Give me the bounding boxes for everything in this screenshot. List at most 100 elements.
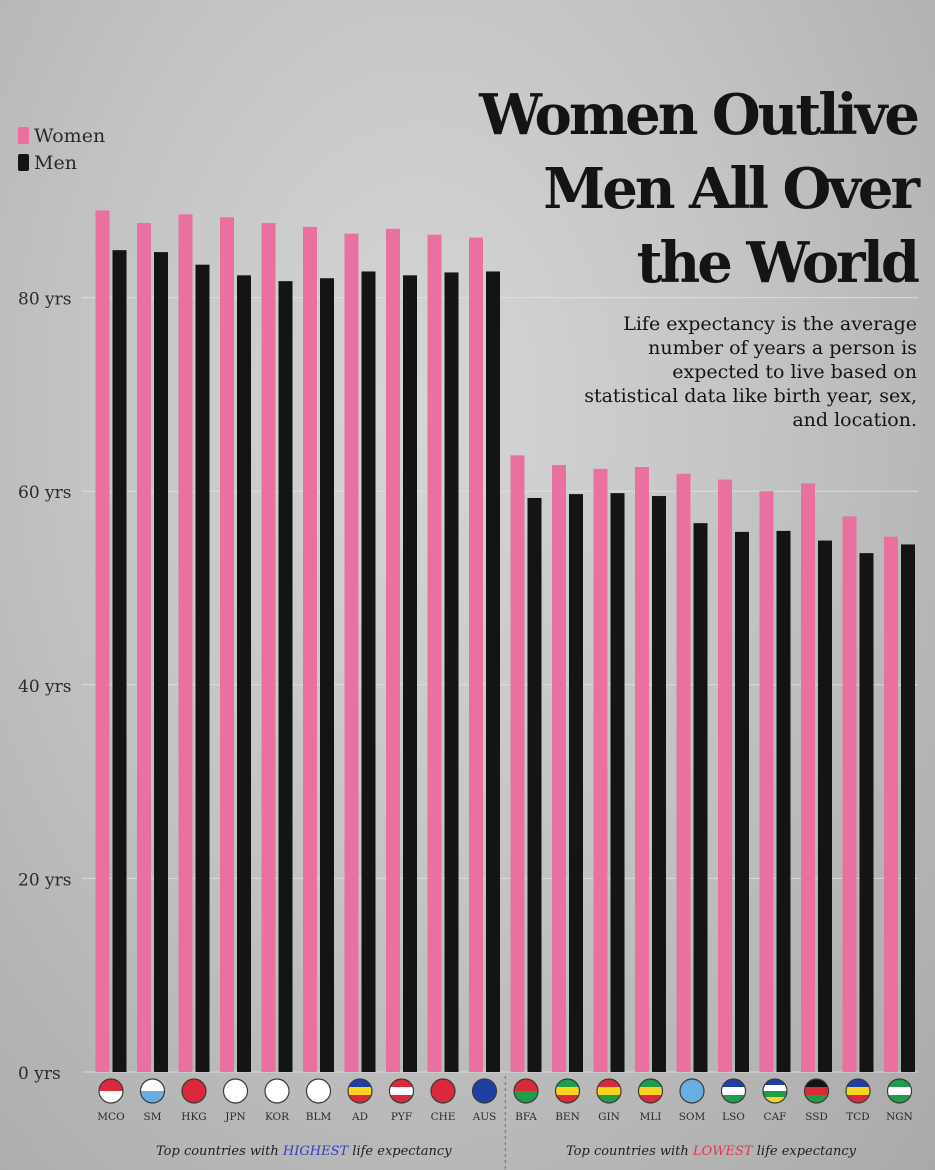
HKG-flag-icon — [181, 1078, 207, 1104]
x-tick-label: TCD — [846, 1111, 869, 1123]
CAF-flag-icon — [762, 1078, 788, 1104]
SM-flag-icon — [139, 1078, 166, 1104]
bar-women-kor — [261, 223, 276, 1073]
flag-stripe — [555, 1087, 580, 1096]
MCO-flag-icon — [98, 1078, 124, 1104]
bar-men-sm — [154, 252, 168, 1072]
bar-women-mco — [95, 210, 110, 1073]
flag-outline — [181, 1078, 207, 1104]
country-flags — [98, 1078, 913, 1104]
y-tick-label: 60 yrs — [18, 483, 72, 503]
bars — [95, 210, 915, 1073]
legend-swatch-women — [18, 127, 29, 144]
flag-stripe — [99, 1079, 123, 1092]
chart-description: Life expectancy is the average number of… — [584, 313, 917, 431]
flag-stripe — [389, 1095, 414, 1103]
x-tick-label: AD — [351, 1111, 368, 1123]
flag-stripe — [140, 1091, 165, 1103]
bar-men-kor — [278, 281, 293, 1072]
AD-flag-icon — [347, 1078, 373, 1104]
flag-stripe — [763, 1097, 787, 1103]
bar-women-ssd — [801, 483, 815, 1072]
BFA-flag-icon — [513, 1078, 539, 1104]
x-tick-label: MCO — [97, 1111, 125, 1123]
bar-women-ad — [344, 233, 359, 1072]
flag-stripe — [846, 1079, 870, 1088]
y-tick-label: 20 yrs — [18, 870, 72, 890]
legend-item-women: Women — [18, 122, 105, 149]
MLI-flag-icon — [637, 1078, 664, 1104]
PYF-flag-icon — [388, 1078, 415, 1104]
bar-women-hkg — [178, 214, 193, 1073]
flag-outline — [388, 1078, 415, 1104]
x-tick-label: GIN — [598, 1111, 620, 1123]
flag-stripe — [597, 1079, 621, 1088]
legend-label: Men — [34, 151, 77, 174]
flag-stripe — [846, 1095, 870, 1103]
x-tick-label: LSO — [722, 1111, 745, 1123]
chart-title: Women Outlive Men All Over the World — [447, 78, 920, 300]
bar-men-blm — [320, 278, 334, 1072]
x-tick-label: BLM — [306, 1111, 332, 1123]
x-tick-label: HKG — [181, 1111, 206, 1123]
bar-women-jpn — [220, 217, 234, 1073]
title-line: Men All Over — [543, 156, 920, 222]
flag-stripe — [389, 1079, 414, 1088]
group-label-highest: Top countries with HIGHEST life expectan… — [156, 1144, 452, 1159]
bar-women-blm — [303, 226, 317, 1072]
flag-outline — [264, 1078, 290, 1104]
bar-men-mli — [652, 496, 666, 1072]
bar-men-jpn — [237, 275, 251, 1072]
TCD-flag-icon — [845, 1078, 871, 1104]
AUS-flag-icon — [471, 1078, 498, 1104]
x-tick-label: SOM — [679, 1111, 706, 1123]
flag-stripe — [680, 1079, 704, 1103]
flag-stripe — [804, 1079, 829, 1088]
flag-stripe — [223, 1079, 248, 1103]
bar-men-ben — [569, 494, 583, 1072]
flag-outline — [430, 1078, 456, 1104]
title-line: Women Outlive — [479, 82, 920, 148]
flag-stripe — [431, 1079, 455, 1103]
x-axis-labels: MCO SM HKG JPN KOR BLM AD PYF CHE AUS BFA BEN GIN MLI… — [97, 1111, 913, 1123]
flag-stripe — [638, 1087, 663, 1096]
bar-men-pyf — [403, 275, 417, 1072]
bar-men-ad — [361, 271, 376, 1072]
bar-men-mco — [112, 250, 127, 1073]
flag-outline — [679, 1078, 705, 1104]
flag-stripe — [804, 1095, 829, 1103]
legend-swatch-men — [18, 154, 29, 171]
bar-men-ssd — [818, 540, 832, 1072]
group-label-text: Top countries with — [566, 1144, 693, 1159]
group-label-lowest: Top countries with LOWEST life expectanc… — [566, 1144, 856, 1159]
bar-men-hkg — [195, 264, 210, 1072]
flag-stripe — [99, 1091, 123, 1103]
bar-women-som — [676, 473, 691, 1072]
flag-stripe — [721, 1095, 746, 1103]
x-tick-label: SSD — [805, 1111, 828, 1123]
GIN-flag-icon — [596, 1078, 622, 1104]
bar-women-bfa — [510, 455, 525, 1072]
bar-women-che — [427, 234, 442, 1072]
LSO-flag-icon — [720, 1078, 747, 1104]
flag-stripe — [514, 1091, 538, 1103]
flag-stripe — [597, 1087, 621, 1096]
x-tick-label: SM — [144, 1111, 162, 1123]
BEN-flag-icon — [554, 1078, 581, 1104]
JPN-flag-icon — [222, 1078, 249, 1104]
bar-men-lso — [735, 531, 749, 1072]
x-tick-label: JPN — [224, 1111, 245, 1123]
y-axis-ticks: 0 yrs 20 yrs 40 yrs 60 yrs 80 yrs — [18, 290, 72, 1084]
x-tick-label: NGN — [886, 1111, 913, 1123]
bar-women-gin — [593, 468, 608, 1072]
x-tick-label: AUS — [472, 1111, 497, 1123]
bar-women-tcd — [842, 516, 857, 1072]
flag-outline — [886, 1078, 913, 1104]
bar-women-ben — [552, 465, 566, 1073]
bar-men-tcd — [859, 553, 874, 1072]
flag-stripe — [348, 1095, 372, 1103]
group-label-highlight: LOWEST — [692, 1144, 753, 1159]
flag-outline — [139, 1078, 166, 1104]
bar-men-som — [693, 523, 708, 1072]
